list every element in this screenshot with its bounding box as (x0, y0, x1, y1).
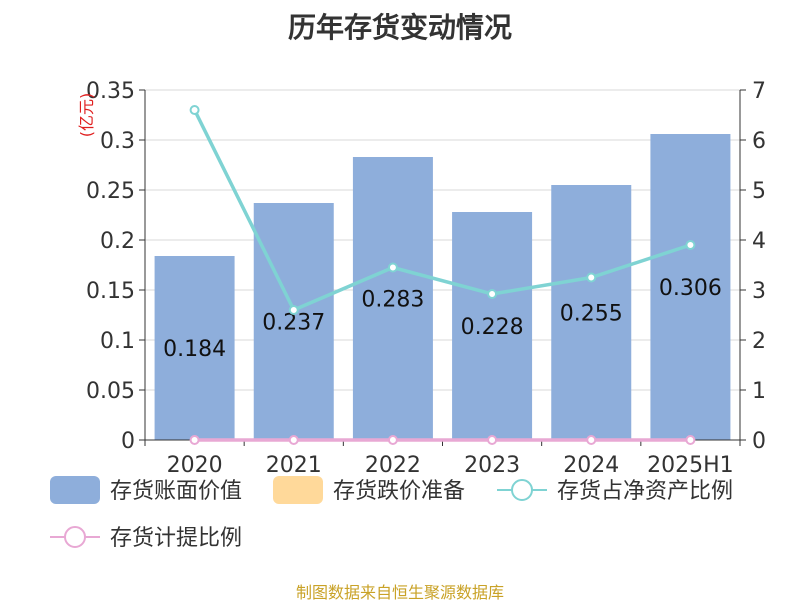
inventory-to-net-assets-point (189, 105, 200, 115)
inventory-to-net-assets-point (387, 262, 398, 273)
provision-ratio-point (586, 435, 597, 445)
y-left-tick-label: 0.1 (100, 329, 135, 354)
y-right-tick-label: 6 (752, 129, 766, 154)
inventory-to-net-assets-point (487, 289, 498, 299)
bar-data-label: 0.283 (361, 288, 424, 313)
y-left-tick-label: 0.2 (100, 229, 135, 254)
y-right-tick-label: 2 (752, 329, 766, 354)
y-left-tick-label: 0.05 (86, 379, 135, 404)
inventory-to-net-assets-point (288, 305, 299, 315)
bar-inventory-book-value (452, 212, 533, 440)
bar-data-label: 0.306 (659, 276, 722, 301)
bar-inventory-book-value (154, 256, 235, 440)
legend-impairment-provision-swatch (273, 476, 323, 504)
y-right-tick-label: 7 (752, 79, 766, 104)
y-right-tick-label: 0 (752, 429, 766, 454)
bar-inventory-book-value (352, 157, 433, 440)
legend-inventory-book-value-label: 存货账面价值 (110, 479, 242, 504)
source-footer: 制图数据来自恒生聚源数据库 (295, 583, 504, 602)
provision-ratio-point (288, 435, 299, 445)
y-left-tick-label: 0.35 (86, 79, 135, 104)
provision-ratio-point (685, 435, 696, 445)
legend-inventory-to-net-assets-label: 存货占净资产比例 (557, 479, 733, 504)
x-tick-label: 2020 (167, 453, 223, 478)
x-tick-label: 2025H1 (647, 453, 734, 478)
bar-data-label: 0.255 (560, 302, 623, 327)
legend-impairment-provision-label: 存货跌价准备 (333, 479, 465, 504)
y-right-tick-label: 3 (752, 279, 766, 304)
y-right-tick-label: 5 (752, 179, 766, 204)
y-right-tick-label: 4 (752, 229, 766, 254)
y-left-tick-label: 0.25 (86, 179, 135, 204)
inventory-to-net-assets-point (586, 272, 597, 283)
chart-title: 历年存货变动情况 (287, 11, 512, 44)
y-left-tick-label: 0.15 (86, 279, 135, 304)
provision-ratio-point (189, 435, 200, 445)
y-right-tick-label: 1 (752, 379, 766, 404)
legend-provision-ratio-label: 存货计提比例 (110, 526, 242, 551)
provision-ratio-point (487, 435, 498, 445)
y-left-unit-label: (亿元) (77, 93, 96, 138)
bar-data-label: 0.184 (163, 337, 226, 362)
y-left-tick-label: 0.3 (100, 129, 135, 154)
legend-provision-ratio-swatch-marker (64, 526, 86, 548)
x-tick-label: 2023 (464, 453, 520, 478)
legend-inventory-book-value-swatch (50, 476, 100, 504)
provision-ratio-point (387, 435, 398, 445)
x-tick-label: 2022 (365, 453, 421, 478)
x-tick-label: 2024 (563, 453, 619, 478)
bar-data-label: 0.228 (461, 315, 524, 340)
x-tick-label: 2021 (266, 453, 322, 478)
bar-inventory-book-value (650, 134, 731, 440)
legend-inventory-to-net-assets-swatch-marker (511, 479, 533, 501)
y-left-tick-label: 0 (121, 429, 135, 454)
bar-inventory-book-value (253, 203, 334, 440)
inventory-to-net-assets-line (193, 109, 691, 313)
inventory-to-net-assets-point (685, 240, 696, 250)
bar-inventory-book-value (551, 185, 632, 440)
